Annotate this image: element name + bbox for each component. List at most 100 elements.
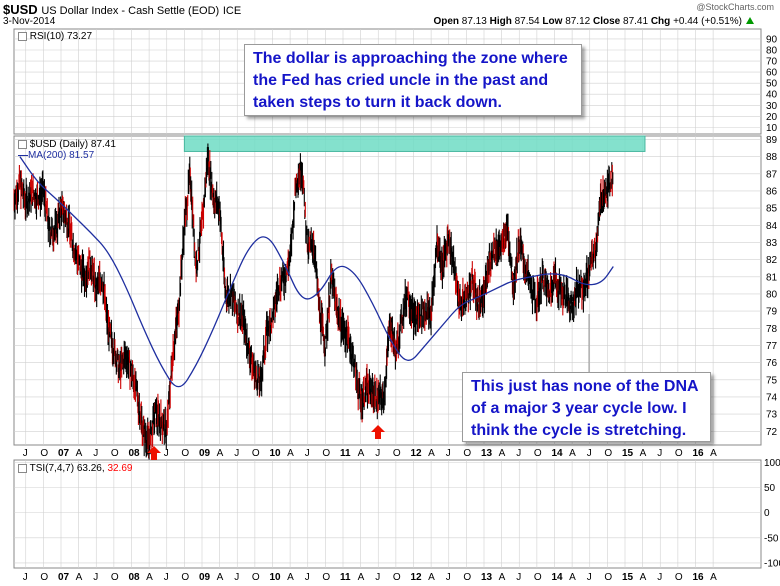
- x-tick-label-bottom: J: [234, 572, 239, 583]
- ma-legend-text: MA(200) 81.57: [28, 150, 95, 161]
- x-tick-label: O: [322, 448, 330, 459]
- x-tick-label-bottom: J: [305, 572, 310, 583]
- x-tick-label-bottom: O: [534, 572, 542, 583]
- x-tick-label: J: [234, 448, 239, 459]
- tsi-tick-label: 0: [764, 508, 770, 519]
- x-tick-label: A: [358, 448, 365, 459]
- x-tick-label: A: [428, 448, 435, 459]
- tsi-tick-label: -100: [764, 558, 780, 569]
- price-tick-label: 77: [766, 341, 778, 352]
- x-tick-label-bottom: 15: [622, 572, 634, 583]
- price-tick-label: 84: [766, 221, 778, 232]
- x-tick-label: 13: [481, 448, 493, 459]
- price-tick-label: 76: [766, 358, 778, 369]
- close-value: 87.41: [623, 16, 649, 27]
- tsi-tick-label: 50: [764, 483, 776, 494]
- price-tick-label: 80: [766, 289, 778, 300]
- x-axis-ticks: JJOO0707AAJJOO0808AAJJOO0909AAJJOO1010AA…: [23, 448, 717, 583]
- x-tick-label-bottom: 13: [481, 572, 493, 583]
- x-tick-label: 09: [199, 448, 211, 459]
- ma200-line: [19, 156, 614, 388]
- x-tick-label: J: [516, 448, 521, 459]
- chart-date: 3-Nov-2014: [3, 16, 56, 27]
- description: US Dollar Index - Cash Settle (EOD): [41, 5, 220, 17]
- x-tick-label-bottom: 10: [270, 572, 282, 583]
- x-tick-label: O: [534, 448, 542, 459]
- x-tick-label-bottom: 07: [58, 572, 70, 583]
- legend-checkbox-icon: [18, 31, 27, 41]
- cycle-low-arrow-icon: [147, 446, 161, 460]
- x-tick-label: 10: [270, 448, 282, 459]
- fed-intervention-zone: [183, 135, 646, 152]
- legend-checkbox-icon: [18, 463, 27, 473]
- x-tick-label-bottom: O: [322, 572, 330, 583]
- close-label: Close: [593, 16, 621, 27]
- tsi-legend: TSI(7,4,7) 63.26, 32.69: [18, 463, 132, 474]
- x-tick-label: A: [640, 448, 647, 459]
- rsi-tick-label: 70: [766, 57, 778, 68]
- tsi-tick-label: -50: [764, 533, 779, 544]
- ma-legend: MA(200) 81.57: [18, 150, 94, 161]
- price-bars: [13, 143, 614, 460]
- x-tick-label-bottom: J: [446, 572, 451, 583]
- price-tick-label: 86: [766, 186, 778, 197]
- price-tick-label: 79: [766, 307, 778, 318]
- x-tick-label: J: [93, 448, 98, 459]
- price-tick-label: 72: [766, 427, 778, 438]
- x-tick-label: A: [569, 448, 576, 459]
- y-axis-ticks: 8988878685848382818079787776757473729080…: [764, 34, 780, 569]
- x-tick-label: J: [164, 448, 169, 459]
- x-tick-label-bottom: A: [569, 572, 576, 583]
- x-tick-label: J: [375, 448, 380, 459]
- x-tick-label-bottom: O: [675, 572, 683, 583]
- x-tick-label: A: [710, 448, 717, 459]
- ohlc-readout: Open 87.13 High 87.54 Low 87.12 Close 87…: [433, 16, 742, 27]
- chg-label: Chg: [650, 16, 671, 27]
- x-tick-label-bottom: A: [428, 572, 435, 583]
- x-tick-label-bottom: O: [463, 572, 471, 583]
- open-value: 87.13: [461, 16, 487, 27]
- x-tick-label-bottom: J: [375, 572, 380, 583]
- x-tick-label: O: [675, 448, 683, 459]
- rsi-tick-label: 30: [766, 101, 778, 112]
- price-tick-label: 75: [766, 375, 778, 386]
- x-tick-label: J: [23, 448, 28, 459]
- x-tick-label-bottom: J: [657, 572, 662, 583]
- low-value: 87.12: [565, 16, 591, 27]
- chart-header-title: $USD US Dollar Index - Cash Settle (EOD)…: [3, 2, 241, 17]
- x-tick-label-bottom: O: [40, 572, 48, 583]
- price-tick-label: 83: [766, 238, 778, 249]
- tsi-legend-text: TSI(7,4,7) 63.26,: [29, 463, 105, 474]
- x-tick-label-bottom: J: [93, 572, 98, 583]
- x-tick-label: A: [146, 448, 153, 459]
- tsi-signal-value: 32.69: [107, 463, 133, 474]
- price-tick-label: 74: [766, 392, 778, 403]
- x-tick-label-bottom: A: [710, 572, 717, 583]
- x-tick-label: O: [252, 448, 260, 459]
- price-tick-label: 82: [766, 255, 778, 266]
- x-tick-label-bottom: O: [111, 572, 119, 583]
- annotation-top: The dollar is approaching the zone where…: [244, 44, 582, 116]
- x-tick-label: O: [40, 448, 48, 459]
- x-tick-label: 15: [622, 448, 634, 459]
- x-tick-label: 07: [58, 448, 70, 459]
- watermark: @StockCharts.com: [696, 2, 774, 12]
- legend-checkbox-icon: [18, 139, 27, 149]
- x-tick-label-bottom: A: [146, 572, 153, 583]
- x-tick-label: O: [181, 448, 189, 459]
- cycle-low-arrow-icon: [371, 425, 385, 439]
- x-tick-label: J: [446, 448, 451, 459]
- x-tick-label: J: [657, 448, 662, 459]
- x-tick-label-bottom: A: [358, 572, 365, 583]
- legend-line-icon: [18, 154, 28, 156]
- chg-value: +0.44 (+0.51%): [673, 16, 742, 27]
- price-tick-label: 85: [766, 204, 778, 215]
- x-tick-label-bottom: A: [640, 572, 647, 583]
- x-tick-label-bottom: O: [181, 572, 189, 583]
- price-tick-label: 81: [766, 272, 778, 283]
- x-tick-label: O: [111, 448, 119, 459]
- price-tick-label: 87: [766, 169, 778, 180]
- x-tick-label: 11: [340, 448, 351, 459]
- x-tick-label-bottom: 11: [340, 572, 351, 583]
- annotation-bottom: This just has none of the DNA of a major…: [462, 372, 711, 442]
